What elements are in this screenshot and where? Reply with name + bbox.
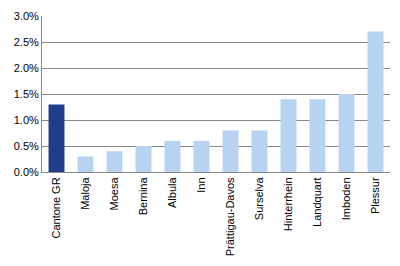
svg-text:Moesa: Moesa [108,177,120,211]
svg-text:1.5%: 1.5% [14,88,39,100]
svg-text:Imboden: Imboden [340,177,352,220]
svg-text:Albula: Albula [166,177,178,208]
svg-text:Bernina: Bernina [137,177,149,216]
svg-text:0.5%: 0.5% [14,140,39,152]
svg-text:2.5%: 2.5% [14,36,39,48]
svg-text:Plessur: Plessur [369,177,381,214]
svg-text:Maloja: Maloja [79,177,91,210]
svg-text:Landquart: Landquart [311,177,323,227]
svg-text:Hinterrhein: Hinterrhein [282,177,294,231]
svg-text:Inn: Inn [195,177,207,192]
svg-text:3.0%: 3.0% [14,10,39,22]
svg-text:Cantone GR: Cantone GR [50,177,62,238]
svg-text:Surselva: Surselva [253,177,265,221]
svg-text:Prättigau-Davos: Prättigau-Davos [224,177,236,256]
svg-text:1.0%: 1.0% [14,114,39,126]
svg-text:0.0%: 0.0% [14,166,39,178]
svg-text:2.0%: 2.0% [14,62,39,74]
